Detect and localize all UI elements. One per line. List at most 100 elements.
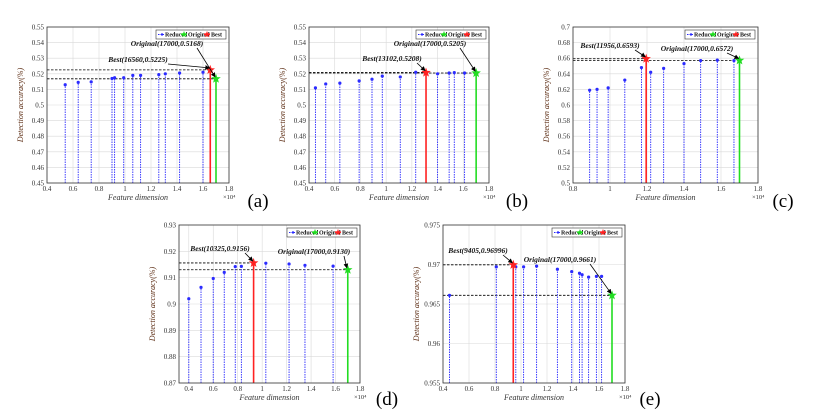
reduced-point	[357, 79, 361, 83]
subplot-c: 0.8 1 1.2 1.4 1.6 1.8 0.5 0.52 0.54 0.56 0.58 0.6 0.…	[542, 24, 794, 213]
reduced-point	[580, 273, 584, 277]
reduced-point	[649, 70, 653, 74]
y-tick-label: 0.89	[164, 327, 177, 335]
x-tick-label: 1.8	[485, 185, 494, 193]
x-tick-label: 0.4	[439, 385, 448, 393]
subplot-d: 0.4 0.6 0.8 1 1.2 1.4 1.6 1.8 0.87 0.88 0.89 0.9 0.9…	[148, 222, 398, 411]
y-tick-label: 0.49	[32, 117, 45, 125]
x-tick-label: 1	[260, 385, 264, 393]
x-tick-label: 1.2	[282, 385, 291, 393]
subplot-e: 0.4 0.6 0.8 1 1.2 1.4 1.6 1.8 0.955 0.96 0.965 0.97…	[412, 222, 661, 411]
legend-star-icon	[709, 31, 717, 38]
x-tick-label: 1.4	[569, 385, 578, 393]
y-tick-label: 0.965	[424, 301, 440, 309]
legend-box	[415, 29, 487, 40]
reduced-point	[199, 285, 203, 290]
legend-entry-original: Original	[717, 33, 739, 39]
x-tick-label: 0.8	[95, 185, 104, 193]
reduced-point	[555, 267, 560, 271]
reduced-point	[623, 78, 627, 82]
y-tick-label: 0.49	[294, 117, 307, 125]
y-tick-label: 0.48	[294, 133, 307, 141]
legend-star-icon	[599, 229, 607, 236]
reduced-point	[587, 275, 591, 279]
reduced-point	[494, 265, 498, 269]
reduced-point	[577, 271, 582, 275]
reduced-point	[570, 270, 574, 274]
best-annotation-arrow	[634, 49, 646, 58]
legend: Reduced Original Best	[286, 227, 358, 238]
legend-box	[155, 29, 227, 40]
x-tick-label: 0.8	[491, 385, 500, 393]
axes-frame	[308, 26, 490, 184]
reduced-point	[239, 264, 243, 268]
original-annotation: Original(17000,0.9130)	[278, 247, 351, 256]
x-tick-label: 1.2	[407, 185, 416, 193]
x-tick-label: 0.8	[233, 385, 242, 393]
y-tick-label: 0.55	[32, 24, 45, 32]
reduced-point	[303, 263, 307, 267]
legend-entry-original: Original	[448, 33, 470, 39]
reduced-point	[606, 86, 610, 90]
reduced-point	[380, 74, 384, 78]
reduced-point	[131, 73, 135, 77]
x-tick-label: 0.6	[69, 185, 78, 193]
y-tick-label: 0.91	[164, 274, 177, 282]
x-axis-label: Feature dimension	[635, 193, 696, 202]
reduced-point	[699, 58, 703, 63]
y-tick-label: 0.56	[558, 133, 571, 141]
x-axis-label: Feature dimension	[107, 193, 168, 202]
reduced-point	[398, 75, 402, 79]
x-axis-label: Feature dimension	[239, 393, 300, 402]
reduced-point	[338, 81, 342, 85]
legend-star-icon	[203, 31, 211, 38]
legend-dot-icon	[420, 33, 424, 36]
x-tick-label: 1.6	[331, 385, 340, 393]
y-tick-label: 0.48	[32, 133, 45, 141]
legend-entry-original: Original	[319, 231, 341, 237]
panel-label: (c)	[772, 191, 793, 212]
x-tick-label: 1.4	[433, 185, 442, 193]
y-tick-label: 0.88	[164, 353, 177, 361]
original-star-marker	[471, 68, 481, 78]
y-tick-label: 0.68	[558, 39, 571, 47]
reduced-point	[435, 72, 440, 76]
y-axis-label: Detection accuracy(%)	[542, 67, 551, 143]
original-star-marker	[734, 55, 745, 65]
reduced-point	[682, 62, 686, 66]
reduced-point	[522, 265, 526, 269]
y-tick-label: 0.46	[32, 164, 45, 172]
reduced-point	[187, 297, 191, 301]
legend-box	[286, 227, 358, 238]
y-tick-label: 0.96	[428, 340, 441, 348]
panel-label: (d)	[376, 389, 398, 410]
reduced-point	[313, 86, 318, 90]
x-tick-label: 1.6	[199, 185, 208, 193]
y-tick-label: 0.51	[294, 86, 307, 94]
reduced-point	[594, 274, 599, 278]
y-axis-label: Detection accuracy(%)	[278, 67, 287, 143]
axes-frame	[442, 224, 626, 384]
x-tick-label: 1	[608, 185, 612, 193]
reduced-point	[370, 77, 374, 81]
legend-entry-reduced: Reduced	[561, 231, 584, 237]
x-tick-label: 1.6	[717, 185, 726, 193]
legend-entry-reduced: Reduced	[165, 33, 188, 39]
y-tick-label: 0.955	[424, 380, 440, 388]
y-tick-label: 0.9	[167, 301, 176, 309]
reduced-point	[122, 76, 126, 80]
x-axis-multiplier: ×10⁴	[223, 194, 236, 201]
y-tick-label: 0.975	[424, 222, 440, 230]
y-tick-label: 0.54	[294, 39, 307, 47]
x-tick-label: 1.4	[680, 185, 689, 193]
x-axis-multiplier: ×10⁴	[752, 194, 765, 201]
reduced-point	[287, 262, 291, 266]
original-star-marker	[343, 264, 353, 274]
reduced-point	[662, 66, 666, 70]
best-star-marker	[248, 257, 259, 267]
legend-entry-best: Best	[471, 33, 482, 39]
legend-box	[551, 227, 623, 238]
legend-box	[684, 29, 756, 40]
x-tick-label: 1	[123, 185, 127, 193]
original-annotation-arrow	[459, 47, 476, 72]
